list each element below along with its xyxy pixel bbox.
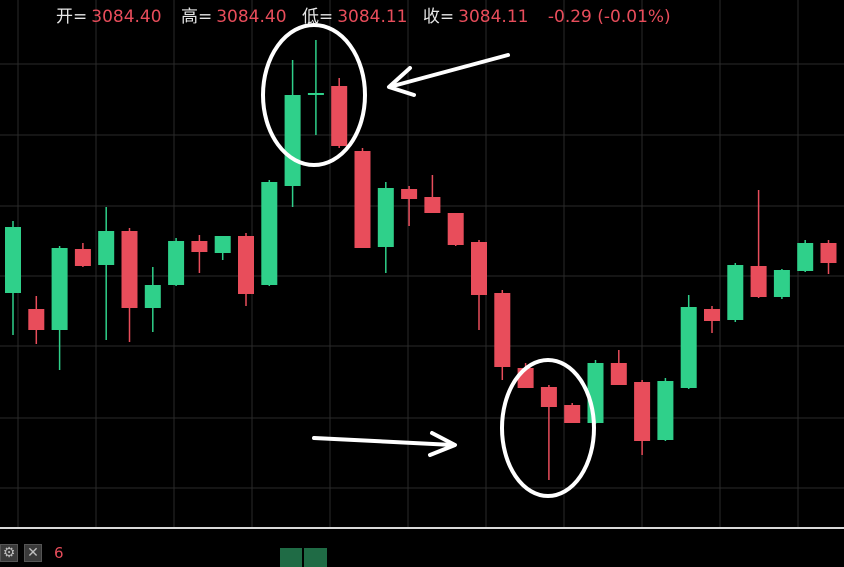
candle — [214, 236, 231, 260]
candle-body — [191, 241, 208, 252]
candle — [750, 190, 767, 298]
high-value: 3084.40 — [216, 7, 287, 27]
candle-body — [587, 363, 604, 423]
annotation-circle-bottom — [500, 358, 596, 498]
candle — [797, 240, 814, 272]
grid-lines — [0, 0, 844, 527]
candle-body — [471, 242, 487, 295]
indicator-bar: ⚙ ✕ 6 — [0, 541, 64, 565]
candle — [610, 350, 627, 385]
candle-body — [610, 363, 627, 385]
candle-body — [307, 93, 324, 95]
candle — [28, 296, 45, 344]
candle — [98, 207, 115, 340]
candle — [540, 385, 557, 480]
indicator-value: 6 — [54, 544, 64, 562]
candle — [657, 378, 674, 441]
candle — [680, 295, 697, 389]
candle-body — [98, 231, 115, 265]
candle-body — [657, 381, 674, 440]
candle-body — [727, 265, 744, 320]
candle-body — [447, 213, 464, 245]
candle — [354, 148, 371, 248]
candle — [401, 186, 418, 226]
candle — [704, 306, 720, 333]
candle-body — [214, 236, 231, 253]
candle-body — [704, 309, 720, 321]
candle-body — [121, 231, 138, 308]
candle — [494, 290, 511, 380]
candle-body — [820, 243, 837, 263]
annotation-arrow-top-head — [387, 66, 416, 97]
candle — [773, 269, 790, 299]
candles-group — [5, 40, 837, 480]
candle — [191, 235, 208, 273]
chart-divider — [0, 527, 844, 529]
candle-body — [51, 248, 68, 330]
close-icon[interactable]: ✕ — [24, 544, 42, 562]
candle — [5, 221, 21, 335]
candle-body — [797, 243, 814, 271]
candle-body — [28, 309, 45, 330]
candle — [377, 182, 394, 273]
close-label: 收= — [422, 7, 455, 27]
candle — [471, 240, 487, 330]
candle — [238, 233, 254, 306]
candle — [587, 360, 604, 424]
chart-canvas[interactable] — [0, 0, 844, 527]
low-value: 3084.11 — [337, 7, 408, 27]
high-label: 高= — [180, 7, 213, 27]
candle — [51, 246, 68, 370]
candle-body — [354, 151, 371, 248]
candle-body — [284, 95, 301, 186]
candle-body — [377, 188, 394, 247]
candle-body — [424, 197, 441, 213]
annotation-arrow-bottom-head — [428, 431, 457, 457]
candle-body — [144, 285, 161, 308]
candle — [168, 238, 185, 286]
candle-body — [773, 270, 790, 297]
gear-icon[interactable]: ⚙ — [0, 544, 18, 562]
candle-body — [5, 227, 21, 293]
candle — [307, 40, 324, 135]
candle-body — [401, 189, 418, 199]
candle — [331, 78, 348, 148]
open-value: 3084.40 — [91, 7, 162, 27]
annotations-group — [261, 23, 596, 498]
candle-body — [168, 241, 185, 285]
candle-body — [494, 293, 511, 367]
ohlc-info-bar: 开= 3084.40 高= 3084.40 低= 3084.11 收= 3084.11 … — [56, 2, 675, 27]
candle — [820, 240, 837, 274]
candle — [74, 243, 91, 267]
candle-body — [540, 387, 557, 407]
candle-body — [238, 236, 254, 294]
candle — [261, 180, 278, 286]
candle-body — [331, 86, 348, 146]
close-value: 3084.11 — [458, 7, 529, 27]
scroll-handle[interactable] — [280, 548, 327, 567]
change-value: -0.29 (-0.01%) — [547, 7, 671, 27]
candle-body — [634, 382, 651, 441]
annotation-circle-top — [261, 23, 367, 167]
candle-body — [750, 266, 767, 297]
candle — [727, 263, 744, 322]
candle — [634, 380, 651, 455]
candle — [284, 60, 301, 207]
candle-body — [564, 405, 581, 423]
candle — [144, 267, 161, 332]
annotation-arrow-bottom-line — [312, 436, 455, 447]
annotation-arrow-top-line — [391, 53, 510, 88]
candle-body — [261, 182, 278, 285]
candle-body — [74, 249, 91, 266]
candle — [447, 213, 464, 246]
open-label: 开= — [56, 7, 88, 27]
candle — [424, 175, 441, 213]
candle — [564, 403, 581, 423]
candle — [121, 228, 138, 342]
candle-body — [680, 307, 697, 388]
low-label: 低= — [301, 7, 334, 27]
